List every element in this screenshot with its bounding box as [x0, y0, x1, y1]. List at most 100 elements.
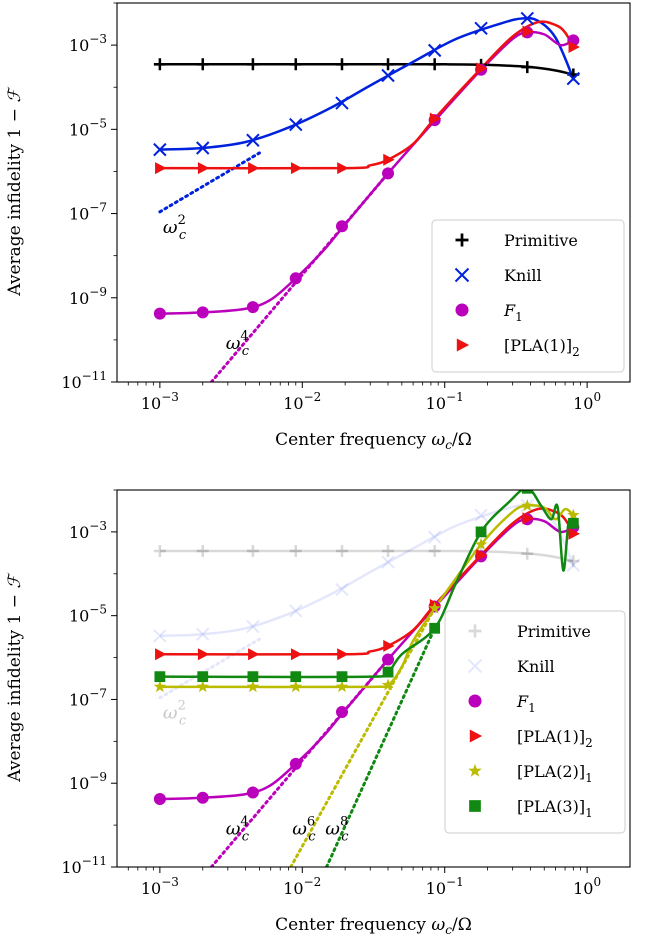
legend-box	[444, 610, 626, 834]
series-markers-1	[153, 58, 580, 81]
series-2	[158, 16, 575, 214]
data-point	[335, 58, 348, 71]
legend-marker	[467, 658, 483, 674]
legend: Primitive Knill F1 [PLA(1)]2 [PLA(2)]1 [PLA(3…	[444, 610, 626, 834]
data-point	[335, 544, 348, 557]
data-point	[474, 508, 488, 522]
series-markers-4	[155, 512, 580, 661]
legend-label: Primitive	[504, 231, 578, 250]
data-point	[474, 537, 488, 550]
legend-marker	[454, 267, 470, 283]
legend-marker-symbol	[469, 729, 483, 743]
series-markers-1	[153, 544, 580, 568]
data-point	[289, 680, 303, 693]
x-tick-label: 10−2	[283, 390, 321, 413]
series-4	[159, 20, 575, 170]
asymptote-annotation: ω4 c	[226, 814, 250, 844]
data-point	[521, 547, 534, 560]
data-point	[153, 544, 166, 557]
data-point	[335, 220, 348, 233]
asymptote-line	[289, 606, 437, 867]
data-point	[476, 549, 488, 562]
data-point	[381, 555, 395, 569]
legend-marker-symbol	[456, 338, 470, 352]
legend-marker-symbol	[468, 624, 482, 638]
data-point	[196, 627, 210, 641]
data-point	[521, 61, 534, 74]
x-tick-label: 10−1	[426, 875, 464, 898]
data-point	[248, 162, 260, 175]
data-point	[289, 58, 302, 71]
data-point	[196, 544, 209, 557]
asymptote-annotation: ω8 c	[325, 814, 349, 844]
series-1	[159, 549, 574, 563]
data-point	[247, 671, 259, 683]
data-point	[196, 680, 210, 693]
legend-marker-symbol	[455, 233, 469, 247]
asymptote-annotation: ω2 c	[163, 699, 187, 729]
data-point	[521, 499, 534, 512]
series-1	[159, 63, 574, 76]
data-point	[428, 58, 441, 71]
series-line	[159, 16, 575, 151]
legend-marker-symbol	[467, 658, 483, 674]
data-point	[381, 68, 395, 83]
plot-area	[153, 490, 581, 867]
y-tick-label: 10−11	[61, 369, 107, 392]
data-point	[337, 162, 349, 175]
asymptote-annotation: ω2 c	[163, 213, 187, 243]
data-point	[335, 582, 349, 597]
data-point	[428, 544, 441, 557]
data-point	[337, 648, 349, 661]
data-point	[567, 508, 580, 521]
data-point	[520, 11, 534, 26]
series-line	[159, 63, 574, 76]
data-point	[197, 162, 210, 175]
data-point	[246, 133, 260, 147]
asymptote-annotation: ω6 c	[292, 814, 316, 844]
data-point	[382, 58, 395, 71]
y-tick-label: 10−5	[69, 603, 107, 626]
data-point	[475, 526, 487, 538]
axis-ticks: 10−3 10−2 10−1 100 10−11 10−9 10−7 10−5 10−3	[61, 489, 601, 898]
legend-label: [PLA(3)]1	[517, 797, 593, 820]
data-point	[155, 162, 167, 175]
legend-label: Knill	[504, 266, 542, 285]
data-point	[289, 544, 302, 557]
series-markers-2	[153, 498, 581, 643]
data-point	[246, 301, 259, 314]
data-point	[568, 41, 580, 54]
data-point	[248, 648, 260, 661]
data-point	[382, 666, 394, 678]
legend: Primitive Knill F1 [PLA(1)]2	[431, 219, 625, 373]
data-point	[382, 167, 395, 180]
data-point	[246, 786, 259, 799]
series-line	[159, 549, 574, 563]
data-point	[429, 112, 442, 125]
data-point	[522, 25, 534, 38]
data-point	[153, 793, 166, 806]
legend-box	[431, 219, 625, 373]
x-tick-label: 10−3	[141, 390, 179, 413]
legend-marker	[455, 233, 469, 247]
series-markers-5	[153, 499, 580, 693]
series-markers-2	[153, 11, 581, 157]
legend-marker	[456, 338, 470, 352]
data-point	[196, 791, 209, 804]
data-point	[289, 117, 303, 132]
x-tick-label: 10−2	[283, 875, 321, 898]
data-point	[155, 648, 167, 661]
legend-marker	[468, 763, 482, 777]
legend-label: Knill	[517, 657, 555, 676]
legend-marker-symbol	[454, 267, 470, 283]
x-tick-label: 100	[573, 875, 601, 898]
data-point	[476, 62, 488, 75]
axes-frame	[116, 489, 631, 868]
legend-label: [PLA(1)]2	[517, 727, 593, 750]
data-point	[153, 629, 167, 643]
legend-marker-symbol	[455, 303, 469, 317]
data-point	[336, 671, 348, 683]
data-point	[197, 671, 209, 683]
x-tick-label: 100	[573, 390, 601, 413]
data-point	[290, 648, 303, 661]
